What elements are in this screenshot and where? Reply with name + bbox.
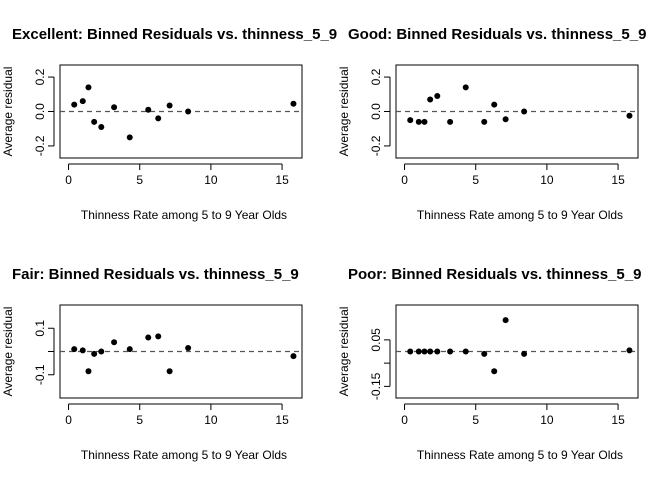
y-axis-title: Average residual: [337, 307, 351, 397]
data-point: [79, 98, 86, 105]
data-point: [166, 102, 173, 109]
y-tick-label: 0.2: [369, 68, 383, 85]
x-tick-label: 10: [540, 413, 554, 427]
y-tick-label: 0.05: [369, 328, 383, 352]
x-tick-label: 10: [540, 173, 554, 187]
data-point: [502, 116, 509, 123]
x-tick-label: 15: [275, 173, 289, 187]
x-tick-label: 10: [204, 173, 218, 187]
y-tick-label: -0.1: [33, 364, 47, 385]
data-point: [626, 347, 633, 354]
x-tick-label: 0: [401, 413, 408, 427]
x-tick-label: 5: [136, 173, 143, 187]
data-point: [145, 106, 152, 113]
data-point: [290, 100, 297, 107]
y-axis-title: Average residual: [1, 67, 15, 157]
y-tick-label: 0.0: [33, 103, 47, 120]
data-point: [421, 118, 428, 125]
data-point: [126, 346, 133, 353]
data-point: [521, 108, 528, 115]
data-point: [421, 348, 428, 355]
data-point: [85, 84, 92, 91]
data-point: [447, 348, 454, 355]
x-axis-title: Thinness Rate among 5 to 9 Year Olds: [81, 208, 287, 222]
data-point: [462, 84, 469, 91]
data-point: [407, 117, 414, 124]
data-point: [155, 333, 162, 340]
panel-poor: Poor: Binned Residuals vs. thinness_5_9 0…: [337, 266, 641, 462]
data-point: [126, 134, 133, 141]
x-axis-title: Thinness Rate among 5 to 9 Year Olds: [81, 448, 287, 462]
data-point: [407, 348, 414, 355]
data-point: [91, 118, 98, 125]
data-point: [71, 101, 78, 108]
x-tick-label: 10: [204, 413, 218, 427]
data-point: [427, 348, 434, 355]
panel-title: Good: Binned Residuals vs. thinness_5_9: [348, 26, 646, 43]
data-point: [626, 112, 633, 119]
panel-good: Good: Binned Residuals vs. thinness_5_9 0…: [337, 26, 646, 222]
data-point: [85, 368, 92, 375]
data-point: [447, 118, 454, 125]
x-tick-label: 0: [65, 173, 72, 187]
data-point: [427, 96, 434, 103]
panel-title: Poor: Binned Residuals vs. thinness_5_9: [348, 266, 641, 283]
data-point: [155, 115, 162, 122]
data-point: [91, 350, 98, 357]
data-point: [434, 348, 441, 355]
data-point: [185, 345, 192, 352]
y-axis-title: Average residual: [337, 67, 351, 157]
data-point: [481, 350, 488, 357]
panel-title: Fair: Binned Residuals vs. thinness_5_9: [12, 266, 299, 283]
x-tick-label: 5: [472, 173, 479, 187]
x-tick-label: 15: [611, 173, 625, 187]
x-tick-label: 5: [136, 413, 143, 427]
data-point: [185, 108, 192, 115]
data-point: [111, 104, 118, 111]
x-axis-title: Thinness Rate among 5 to 9 Year Olds: [417, 208, 623, 222]
data-point: [434, 93, 441, 99]
data-point: [98, 124, 105, 130]
data-point: [79, 347, 86, 354]
data-point: [491, 368, 498, 375]
data-point: [491, 101, 498, 108]
y-tick-label: -0.15: [369, 372, 383, 400]
data-point: [521, 350, 528, 357]
data-point: [462, 348, 469, 355]
y-tick-label: 0.2: [33, 68, 47, 85]
data-point: [98, 348, 105, 355]
y-tick-label: 0.0: [369, 103, 383, 120]
data-point: [166, 368, 173, 375]
y-tick-label: -0.2: [33, 135, 47, 156]
x-tick-label: 0: [65, 413, 72, 427]
data-point: [71, 346, 78, 353]
data-point: [481, 118, 488, 125]
x-axis-title: Thinness Rate among 5 to 9 Year Olds: [417, 448, 623, 462]
panel-fair: Fair: Binned Residuals vs. thinness_5_9 0…: [1, 266, 303, 462]
data-point: [502, 317, 509, 324]
panel-title: Excellent: Binned Residuals vs. thinness…: [12, 26, 337, 43]
data-point: [415, 348, 422, 355]
panel-excellent: Excellent: Binned Residuals vs. thinness…: [1, 26, 337, 222]
y-tick-label: 0.1: [33, 320, 47, 337]
data-point: [415, 118, 422, 125]
x-tick-label: 15: [275, 413, 289, 427]
x-tick-label: 5: [472, 413, 479, 427]
data-point: [145, 334, 152, 341]
data-point: [290, 353, 297, 360]
x-tick-label: 15: [611, 413, 625, 427]
data-point: [111, 339, 118, 346]
y-axis-title: Average residual: [1, 307, 15, 397]
x-tick-label: 0: [401, 173, 408, 187]
y-tick-label: -0.2: [369, 135, 383, 156]
